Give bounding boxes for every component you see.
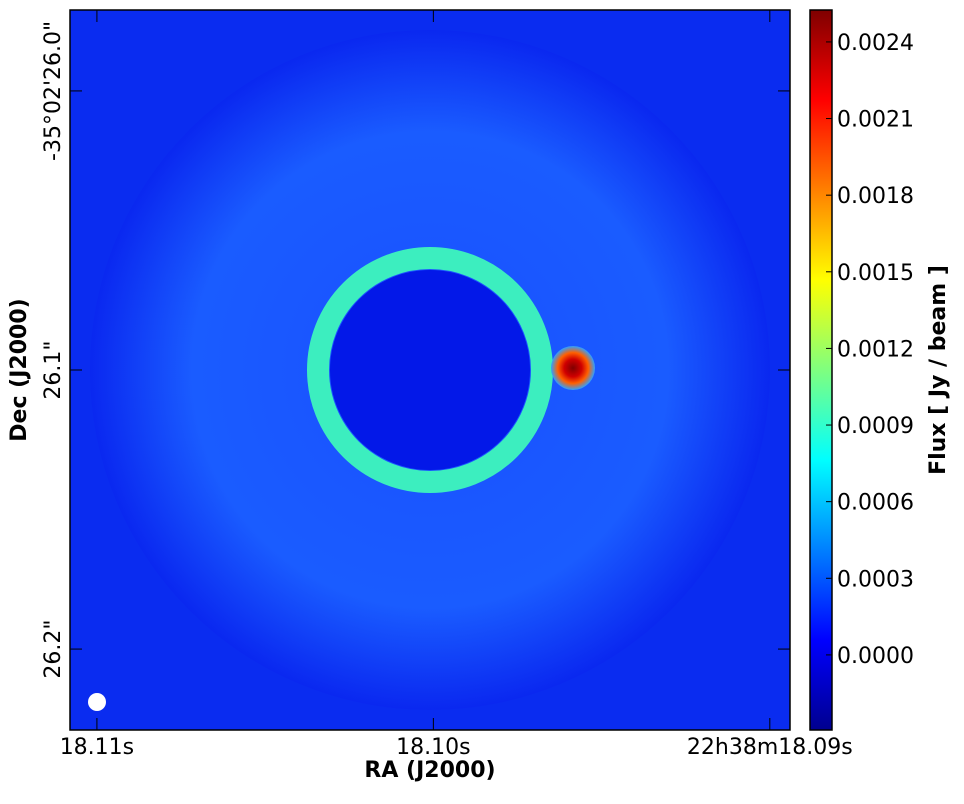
y-tick-label: 26.2" bbox=[41, 620, 66, 679]
colorbar-tick-label: 0.0012 bbox=[837, 337, 914, 362]
x-tick-label: 22h38m18.09s bbox=[687, 735, 853, 760]
y-tick-label: -35°02'26.0" bbox=[41, 21, 66, 161]
image bbox=[70, 10, 790, 730]
y-axis-label: Dec (J2000) bbox=[7, 298, 32, 441]
colorbar-tick-label: 0.0006 bbox=[837, 491, 914, 516]
colorbar-tick-label: 0.0009 bbox=[837, 414, 914, 439]
colorbar-tick-label: 0.0018 bbox=[837, 184, 914, 209]
x-tick-label: 18.10s bbox=[396, 735, 470, 760]
x-tick-label: 18.11s bbox=[60, 735, 134, 760]
x-axis-label: RA (J2000) bbox=[364, 758, 495, 783]
colorbar-tick-label: 0.0003 bbox=[837, 567, 914, 592]
colorbar-tick-label: 0.0015 bbox=[837, 261, 914, 286]
colorbar-label: Flux [ Jy / beam ] bbox=[926, 265, 951, 475]
colorbar-tick-label: 0.0024 bbox=[837, 31, 914, 56]
colorbar-tick-label: 0.0000 bbox=[837, 644, 914, 669]
colorbar bbox=[809, 9, 833, 731]
y-tick-label: 26.1" bbox=[41, 340, 66, 399]
colorbar-tick-label: 0.0021 bbox=[837, 108, 914, 133]
